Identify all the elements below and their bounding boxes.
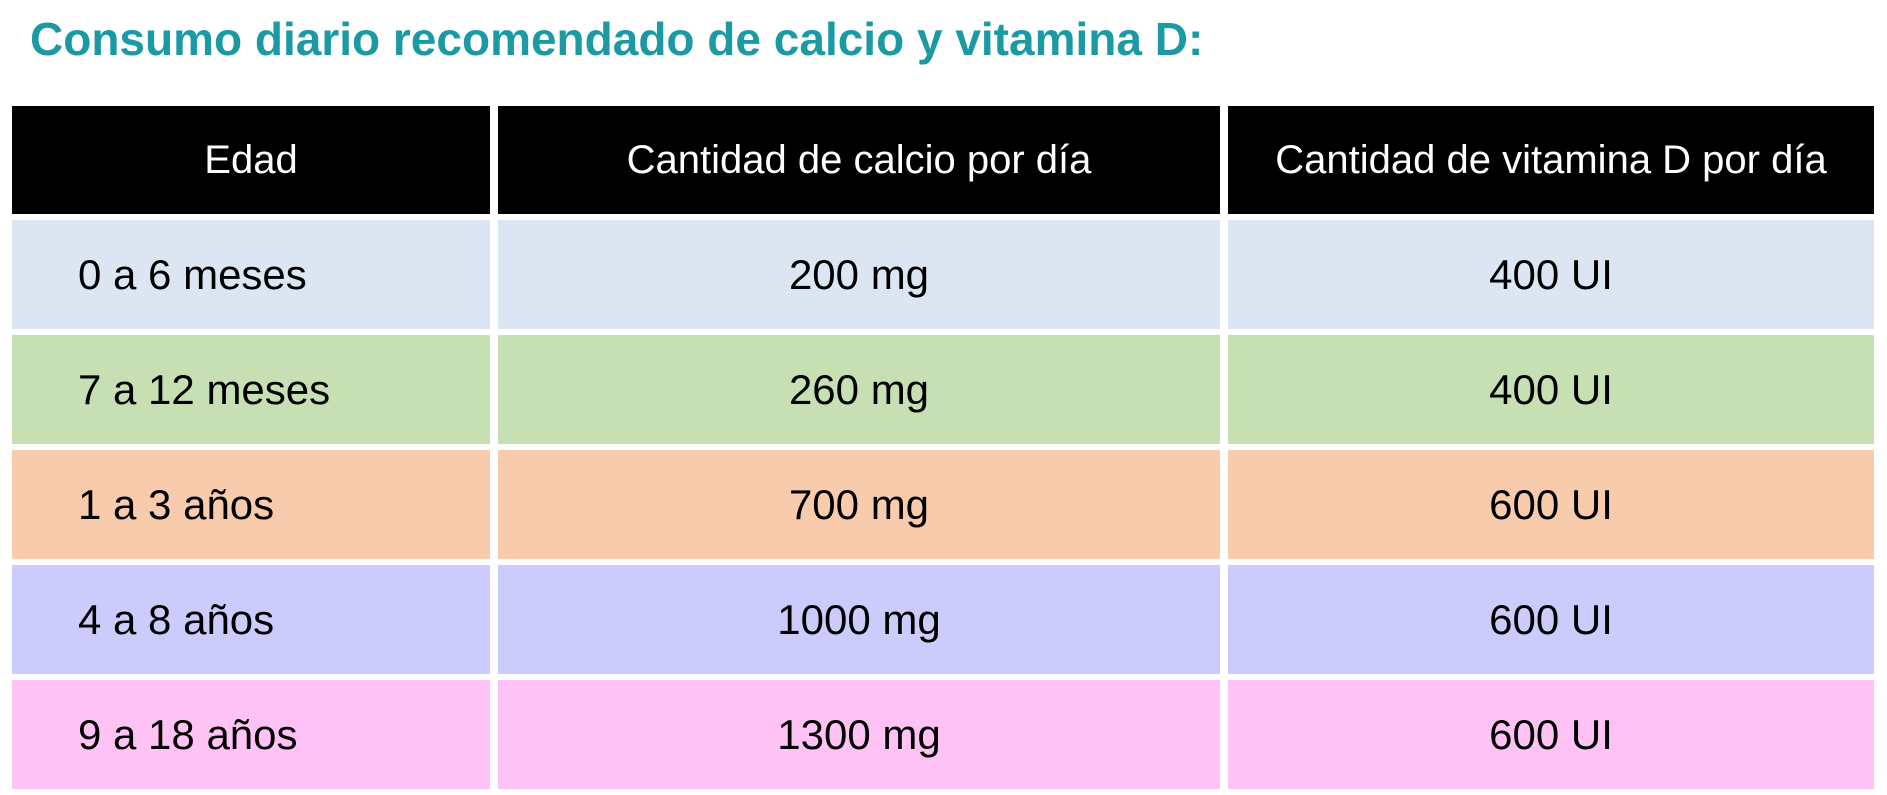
cell-calcio: 1000 mg — [498, 565, 1220, 674]
column-header-edad: Edad — [12, 106, 490, 214]
cell-calcio: 1300 mg — [498, 680, 1220, 789]
column-header-vitamina-d: Cantidad de vitamina D por día — [1228, 106, 1874, 214]
page-title: Consumo diario recomendado de calcio y v… — [30, 13, 1204, 65]
cell-vitamina-d: 600 UI — [1228, 450, 1874, 559]
cell-calcio: 260 mg — [498, 335, 1220, 444]
header-row: Edad Cantidad de calcio por día Cantidad… — [12, 106, 1874, 214]
cell-edad: 0 a 6 meses — [12, 220, 490, 329]
table-row: 7 a 12 meses 260 mg 400 UI — [12, 335, 1874, 444]
cell-edad: 7 a 12 meses — [12, 335, 490, 444]
cell-vitamina-d: 600 UI — [1228, 565, 1874, 674]
table-row: 9 a 18 años 1300 mg 600 UI — [12, 680, 1874, 789]
column-header-calcio: Cantidad de calcio por día — [498, 106, 1220, 214]
cell-vitamina-d: 400 UI — [1228, 335, 1874, 444]
table-row: 0 a 6 meses 200 mg 400 UI — [12, 220, 1874, 329]
cell-edad: 4 a 8 años — [12, 565, 490, 674]
table-row: 1 a 3 años 700 mg 600 UI — [12, 450, 1874, 559]
cell-vitamina-d: 600 UI — [1228, 680, 1874, 789]
cell-edad: 1 a 3 años — [12, 450, 490, 559]
table-row: 4 a 8 años 1000 mg 600 UI — [12, 565, 1874, 674]
intake-table: Edad Cantidad de calcio por día Cantidad… — [4, 100, 1882, 795]
cell-vitamina-d: 400 UI — [1228, 220, 1874, 329]
cell-calcio: 200 mg — [498, 220, 1220, 329]
cell-edad: 9 a 18 años — [12, 680, 490, 789]
cell-calcio: 700 mg — [498, 450, 1220, 559]
